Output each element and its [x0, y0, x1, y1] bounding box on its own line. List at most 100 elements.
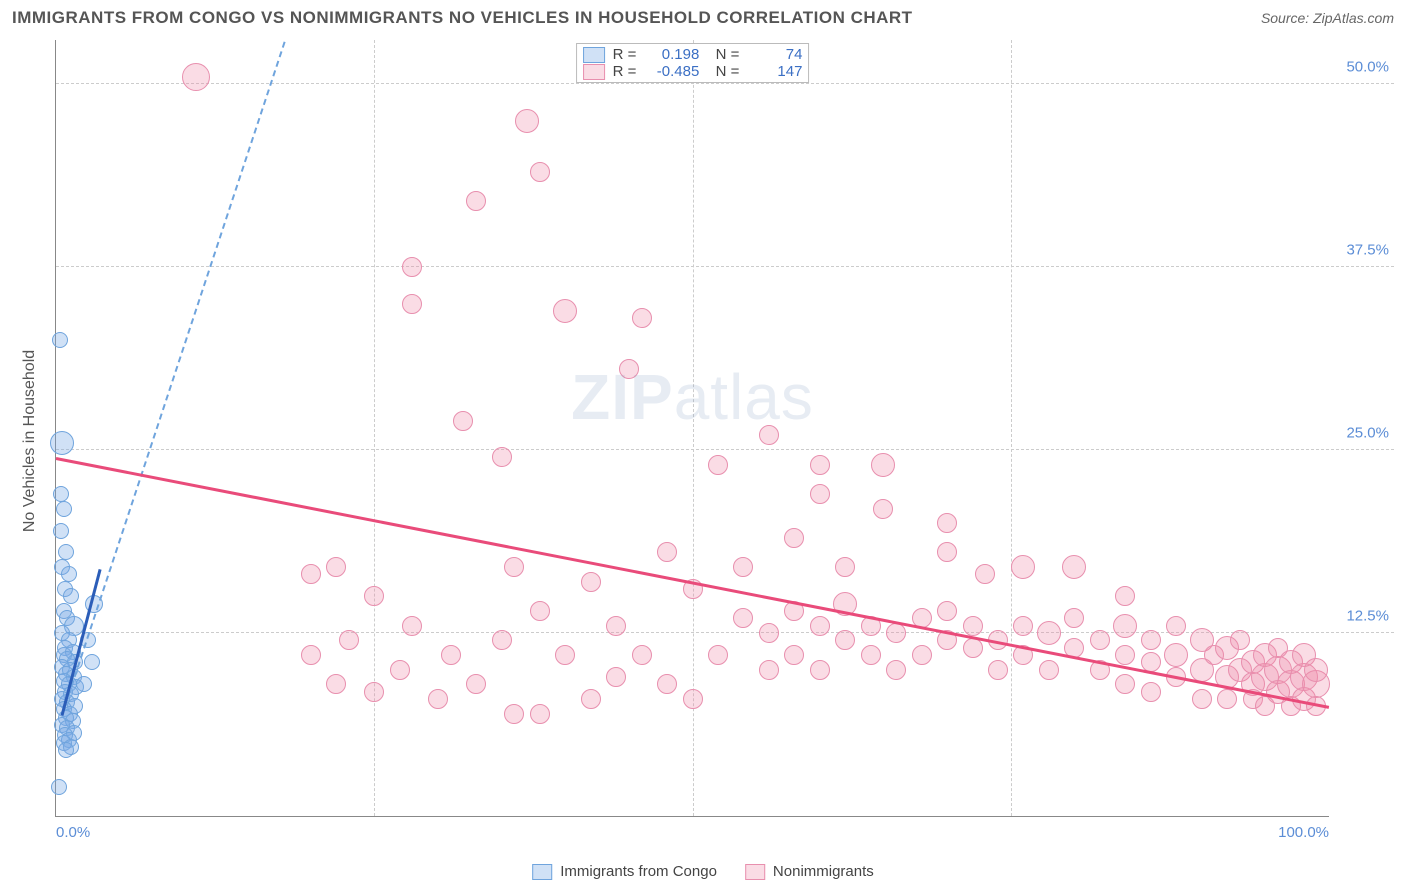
data-point-immigrants: [84, 654, 100, 670]
data-point-nonimmigrants: [402, 257, 422, 277]
x-tick-label: 100.0%: [1278, 824, 1329, 841]
data-point-nonimmigrants: [1013, 616, 1033, 636]
data-point-nonimmigrants: [326, 674, 346, 694]
y-tick-label: 50.0%: [1346, 58, 1389, 75]
data-point-nonimmigrants: [1064, 608, 1084, 628]
legend-item-immigrants[interactable]: Immigrants from Congo: [532, 863, 717, 880]
data-point-nonimmigrants: [182, 63, 210, 91]
data-point-nonimmigrants: [301, 564, 321, 584]
data-point-nonimmigrants: [632, 645, 652, 665]
data-point-nonimmigrants: [810, 616, 830, 636]
data-point-nonimmigrants: [339, 630, 359, 650]
data-point-nonimmigrants: [402, 616, 422, 636]
data-point-nonimmigrants: [390, 660, 410, 680]
data-point-nonimmigrants: [1166, 616, 1186, 636]
data-point-nonimmigrants: [492, 630, 512, 650]
data-point-nonimmigrants: [1230, 630, 1250, 650]
y-tick-label: 25.0%: [1346, 424, 1389, 441]
data-point-nonimmigrants: [1011, 555, 1035, 579]
data-point-nonimmigrants: [963, 616, 983, 636]
y-tick-label: 37.5%: [1346, 241, 1389, 258]
data-point-nonimmigrants: [1115, 674, 1135, 694]
data-point-nonimmigrants: [1141, 682, 1161, 702]
legend-r-value: -0.485: [644, 63, 699, 80]
data-point-nonimmigrants: [1113, 614, 1137, 638]
data-point-immigrants: [53, 523, 69, 539]
data-point-nonimmigrants: [886, 660, 906, 680]
x-tick-label: 0.0%: [56, 824, 90, 841]
legend-r-value: 0.198: [644, 46, 699, 63]
data-point-immigrants: [52, 332, 68, 348]
data-point-nonimmigrants: [1115, 645, 1135, 665]
data-point-nonimmigrants: [784, 645, 804, 665]
data-point-nonimmigrants: [428, 689, 448, 709]
data-point-nonimmigrants: [632, 308, 652, 328]
legend-label: Nonimmigrants: [773, 863, 874, 880]
data-point-nonimmigrants: [1090, 630, 1110, 650]
gridline-h: [56, 266, 1394, 267]
data-point-nonimmigrants: [784, 528, 804, 548]
data-point-nonimmigrants: [937, 542, 957, 562]
chart-area: No Vehicles in Household ZIPatlas R =0.1…: [35, 40, 1394, 842]
legend-swatch-icon: [583, 47, 605, 63]
data-point-nonimmigrants: [492, 447, 512, 467]
data-point-immigrants: [50, 431, 74, 455]
data-point-nonimmigrants: [1037, 621, 1061, 645]
data-point-immigrants: [61, 566, 77, 582]
data-point-nonimmigrants: [975, 564, 995, 584]
legend-series: Immigrants from Congo Nonimmigrants: [532, 863, 874, 880]
data-point-nonimmigrants: [708, 455, 728, 475]
legend-stats-row-nonimmigrants: R =-0.485 N =147: [583, 63, 803, 80]
data-point-nonimmigrants: [861, 645, 881, 665]
data-point-nonimmigrants: [504, 557, 524, 577]
data-point-nonimmigrants: [657, 542, 677, 562]
chart-title: IMMIGRANTS FROM CONGO VS NONIMMIGRANTS N…: [12, 8, 913, 28]
data-point-nonimmigrants: [1039, 660, 1059, 680]
data-point-nonimmigrants: [364, 682, 384, 702]
data-point-nonimmigrants: [326, 557, 346, 577]
watermark-rest: atlas: [674, 361, 814, 433]
data-point-nonimmigrants: [1062, 555, 1086, 579]
data-point-nonimmigrants: [733, 608, 753, 628]
data-point-nonimmigrants: [937, 601, 957, 621]
data-point-nonimmigrants: [683, 689, 703, 709]
data-point-nonimmigrants: [466, 674, 486, 694]
data-point-immigrants: [53, 486, 69, 502]
data-point-nonimmigrants: [733, 557, 753, 577]
legend-swatch-icon: [583, 64, 605, 80]
data-point-immigrants: [58, 544, 74, 560]
legend-item-nonimmigrants[interactable]: Nonimmigrants: [745, 863, 874, 880]
data-point-nonimmigrants: [619, 359, 639, 379]
y-tick-label: 12.5%: [1346, 607, 1389, 624]
data-point-immigrants: [56, 501, 72, 517]
legend-stats: R =0.198 N =74R =-0.485 N =147: [576, 43, 810, 83]
gridline-h: [56, 449, 1394, 450]
data-point-nonimmigrants: [581, 572, 601, 592]
data-point-nonimmigrants: [810, 484, 830, 504]
legend-n-value: 74: [747, 46, 802, 63]
data-point-nonimmigrants: [515, 109, 539, 133]
data-point-nonimmigrants: [759, 623, 779, 643]
legend-n-value: 147: [747, 63, 802, 80]
data-point-nonimmigrants: [402, 294, 422, 314]
data-point-nonimmigrants: [1141, 630, 1161, 650]
data-point-nonimmigrants: [937, 513, 957, 533]
data-point-nonimmigrants: [810, 455, 830, 475]
data-point-nonimmigrants: [1217, 689, 1237, 709]
data-point-immigrants: [76, 676, 92, 692]
data-point-immigrants: [63, 588, 79, 604]
data-point-nonimmigrants: [364, 586, 384, 606]
data-point-nonimmigrants: [759, 660, 779, 680]
legend-r-label: R =: [613, 63, 637, 80]
data-point-nonimmigrants: [886, 623, 906, 643]
y-axis-label: No Vehicles in Household: [21, 350, 39, 532]
source-link[interactable]: ZipAtlas.com: [1313, 10, 1394, 26]
data-point-nonimmigrants: [810, 660, 830, 680]
data-point-nonimmigrants: [530, 601, 550, 621]
legend-r-label: R =: [613, 46, 637, 63]
legend-swatch-icon: [745, 864, 765, 880]
data-point-nonimmigrants: [530, 704, 550, 724]
data-point-nonimmigrants: [466, 191, 486, 211]
data-point-nonimmigrants: [1192, 689, 1212, 709]
gridline-v: [1011, 40, 1012, 816]
